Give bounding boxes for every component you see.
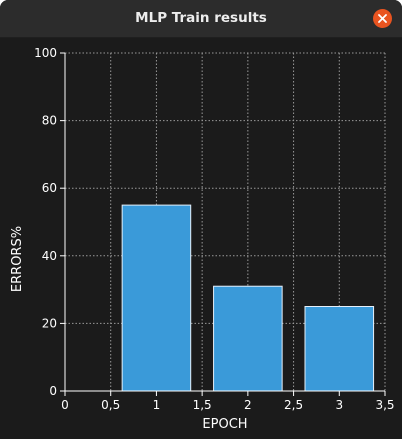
y-tick-label: 20: [42, 316, 57, 330]
y-axis-label: ERRORS%: [10, 226, 25, 292]
chart-area: 0 0,5 1 1,5 2 2,5 3 3,5 0 20 40 60 80 100 EPOCH ERROR…: [0, 38, 402, 439]
x-axis-label: EPOCH: [202, 417, 247, 432]
title-bar[interactable]: MLP Train results: [0, 0, 402, 38]
y-tick-label: 60: [42, 181, 57, 195]
y-tick-label: 80: [42, 114, 57, 128]
x-tick-label: 1: [153, 398, 161, 412]
bar-epoch-1: [121, 204, 192, 392]
x-tick-label: 3,5: [375, 398, 394, 412]
y-tick-label: 40: [42, 249, 57, 263]
close-button[interactable]: [373, 9, 392, 28]
tick-labels: 0 0,5 1 1,5 2 2,5 3 3,5 0 20 40 60 80 100: [34, 46, 394, 412]
window-title: MLP Train results: [135, 10, 267, 26]
x-tick-label: 0: [61, 398, 69, 412]
y-tick-label: 100: [34, 46, 57, 60]
axes: [60, 52, 386, 396]
x-tick-label: 2: [244, 398, 252, 412]
bar-epoch-3: [304, 306, 375, 392]
close-icon: [378, 14, 387, 23]
x-tick-label: 3: [335, 398, 343, 412]
bar-epoch-2: [213, 285, 283, 392]
bar-chart: 0 0,5 1 1,5 2 2,5 3 3,5 0 20 40 60 80 100 EPOCH ERROR…: [10, 46, 395, 432]
x-tick-label: 2,5: [284, 398, 303, 412]
x-tick-label: 0,5: [101, 398, 120, 412]
y-tick-label: 0: [49, 384, 57, 398]
x-tick-label: 1,5: [193, 398, 212, 412]
